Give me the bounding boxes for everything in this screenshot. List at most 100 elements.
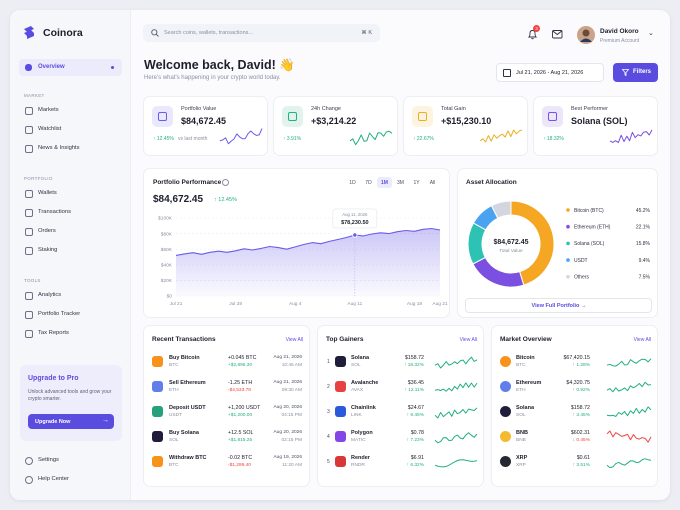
x-tick-label: Aug 18 xyxy=(407,301,423,307)
view-all-link[interactable]: View All xyxy=(285,337,303,343)
date-range[interactable]: Jul 21, 2026 - Aug 21, 2026 xyxy=(496,63,604,82)
arrow-icon: → xyxy=(102,416,109,424)
view-portfolio-label[interactable]: View Full Portfolio → xyxy=(531,303,587,309)
logo-mark xyxy=(24,26,34,39)
stat-icon xyxy=(158,112,167,121)
card-title: Portfolio Performance xyxy=(153,179,222,186)
tx-symbol: BTC xyxy=(169,363,179,368)
range-label[interactable]: 1Y xyxy=(413,180,420,186)
legend-value: 7.5% xyxy=(639,275,651,281)
gainer-symbol: RNDR xyxy=(351,463,365,468)
nav-item[interactable]: Portfolio Tracker xyxy=(38,311,81,317)
nav-item[interactable]: Analytics xyxy=(38,292,62,298)
legend-label: USDT xyxy=(574,258,588,264)
sparkline xyxy=(606,406,652,417)
stat-value: Solana (SOL) xyxy=(571,116,628,126)
stat-icon-bg xyxy=(152,106,173,127)
sparkline-path xyxy=(434,432,478,444)
nav-item[interactable]: Overview xyxy=(38,64,65,70)
tx-symbol: ETH xyxy=(169,388,179,393)
tx-time: 04:15 PM xyxy=(281,413,302,418)
stat-icon xyxy=(288,112,297,121)
line-series xyxy=(175,227,441,256)
y-tick-label: $80K xyxy=(161,231,173,237)
donut-chart: Bitcoin (BTC) 45.2% Ethereum (ETH) 22.1% Sol… xyxy=(467,200,651,288)
welcome-subtitle: Here's what's happening in your crypto w… xyxy=(144,75,281,81)
stat-change: ↑ 22.67% xyxy=(413,136,434,142)
allocation-card: Asset Allocation Bitcoin (BTC) 45.2% Ethere… xyxy=(457,168,658,318)
view-portfolio-button[interactable]: View Full Portfolio → xyxy=(465,298,652,313)
market-symbol: BTC xyxy=(516,363,526,368)
sparkline xyxy=(479,129,523,143)
upgrade-title: Upgrade to Pro xyxy=(28,375,79,382)
nav-item[interactable]: Wallets xyxy=(38,190,57,196)
range-label[interactable]: 3M xyxy=(397,180,404,186)
gainer-price: $6.91 xyxy=(410,455,424,461)
tx-name: Sell Ethereum xyxy=(169,380,206,386)
range-button[interactable]: 1Y xyxy=(409,177,424,188)
stat-note: vs last month xyxy=(178,136,208,142)
gainers-card: Top Gainers View All 1 Solana SOL $158.72 ↑ 18… xyxy=(317,325,484,487)
tx-time: 10:45 AM xyxy=(281,363,302,368)
performance-card: Portfolio Performance 1D 7D 1M 3M 1Y All $84,67… xyxy=(143,168,450,318)
nav-item[interactable]: Transactions xyxy=(38,209,71,215)
search-box[interactable]: Search coins, wallets, transactions... ⌘ … xyxy=(143,24,380,42)
nav-item[interactable]: Watchlist xyxy=(38,126,62,132)
range-button[interactable]: 1M xyxy=(377,177,392,188)
sparkline xyxy=(434,432,478,444)
donut-slice xyxy=(472,256,525,288)
range-label[interactable]: 1D xyxy=(349,180,356,186)
upgrade-button[interactable]: Upgrade Now → xyxy=(28,414,114,429)
gainer-price: $0.78 xyxy=(410,430,424,436)
nav-item[interactable]: Markets xyxy=(38,107,59,113)
range-button[interactable]: 3M xyxy=(393,177,408,188)
sparkline-path xyxy=(219,128,263,145)
sparkline xyxy=(349,130,393,146)
market-price: $67,420.15 xyxy=(563,355,590,361)
avatar xyxy=(577,26,595,44)
tx-name: Buy Bitcoin xyxy=(169,355,200,361)
icon xyxy=(152,356,163,367)
nav-section-title: TOOLS xyxy=(24,278,41,283)
filters-button[interactable]: Filters xyxy=(613,63,658,82)
range-label[interactable]: 7D xyxy=(365,180,372,186)
stat-icon-bg xyxy=(412,106,433,127)
range-button[interactable]: 7D xyxy=(361,177,376,188)
range-button[interactable]: 1D xyxy=(345,177,360,188)
nav-item[interactable]: Help Center xyxy=(38,476,69,482)
tx-value: +$1,815.25 xyxy=(228,438,253,443)
icon xyxy=(500,406,511,417)
tx-value: -$1,299.40 xyxy=(228,463,251,468)
view-all-link[interactable]: View All xyxy=(633,337,651,343)
stat-label: 24h Change xyxy=(311,106,341,112)
nav-item[interactable]: Staking xyxy=(38,247,58,253)
filter-shape xyxy=(621,69,630,77)
range-button[interactable]: All xyxy=(425,177,440,188)
view-all-link[interactable]: View All xyxy=(459,337,477,343)
upgrade-button-label[interactable]: Upgrade Now xyxy=(35,418,71,425)
nav-item[interactable]: News & Insights xyxy=(38,145,80,151)
range-label[interactable]: 1M xyxy=(381,180,388,186)
user-name[interactable]: David Okoro xyxy=(600,28,639,35)
upgrade-text: Unlock advanced tools and grow your cryp… xyxy=(28,389,112,402)
x-tick-label: Aug 4 xyxy=(289,301,302,307)
sparkline xyxy=(434,356,478,369)
nav-item[interactable]: Orders xyxy=(38,228,56,234)
donut-slice xyxy=(467,222,487,265)
gainer-symbol: AVAX xyxy=(351,388,364,393)
sparkline-path xyxy=(606,358,652,367)
nav-item[interactable]: Settings xyxy=(38,457,59,463)
gainer-change: ↑ 12.11% xyxy=(404,388,424,393)
nav-icon xyxy=(25,457,33,465)
range-label[interactable]: All xyxy=(429,180,436,186)
notification-badge[interactable]: 3 xyxy=(533,25,540,32)
stat-card: Portfolio Value $84,672.45 ↑ 12.45% vs last… xyxy=(143,96,268,156)
tooltip xyxy=(332,208,378,229)
market-name: Ethereum xyxy=(516,380,542,386)
nav-item[interactable]: Tax Reports xyxy=(38,330,69,336)
tx-date: Aug 21, 2026 xyxy=(273,355,302,360)
sidebar: Coinora Overview MARKET Markets Watchlist New… xyxy=(10,10,131,500)
filters-label[interactable]: Filters xyxy=(633,69,652,75)
market-name: XRP xyxy=(516,455,528,461)
